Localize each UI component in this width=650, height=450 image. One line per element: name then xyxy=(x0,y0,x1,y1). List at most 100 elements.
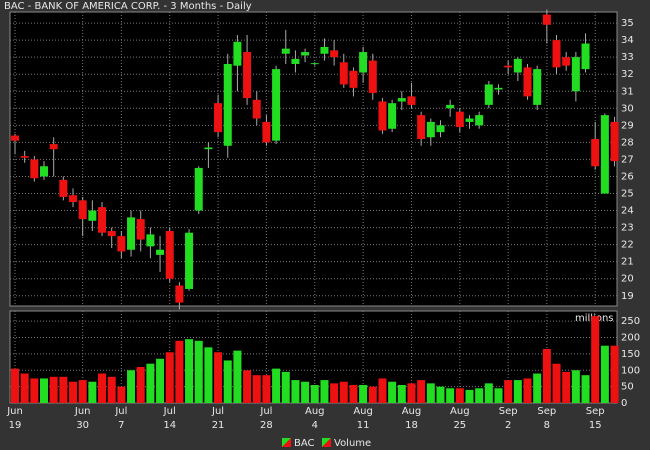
volume-bar xyxy=(59,376,68,403)
volume-bar xyxy=(397,384,406,403)
candle-body xyxy=(523,67,532,97)
volume-bar xyxy=(330,383,339,403)
candle-body xyxy=(600,115,609,194)
volume-bar xyxy=(494,388,503,403)
candle-body xyxy=(484,84,493,105)
candle-body xyxy=(40,166,49,177)
volume-bar xyxy=(233,350,242,403)
candle-body xyxy=(378,101,387,131)
y-tick-label: 29 xyxy=(621,120,634,131)
y-tick-label: 27 xyxy=(621,154,634,165)
candle-body xyxy=(204,147,213,150)
candle-body xyxy=(30,159,39,179)
y-tick-label: 28 xyxy=(621,137,634,148)
x-tick-label: 25 xyxy=(453,420,466,431)
candle-body xyxy=(107,231,116,237)
candle-body xyxy=(49,144,58,150)
candle-body xyxy=(330,50,339,58)
volume-bar xyxy=(562,371,571,403)
volume-bar xyxy=(156,358,165,403)
volume-bar xyxy=(523,378,532,403)
candle-body xyxy=(504,65,513,68)
volume-bar xyxy=(359,384,368,403)
legend-label: BAC xyxy=(294,438,315,449)
candle-body xyxy=(368,60,377,93)
x-tick-label: Aug xyxy=(450,406,470,417)
volume-bar xyxy=(407,383,416,403)
volume-bar xyxy=(175,340,184,403)
volume-bar xyxy=(484,383,493,403)
y-tick-label: 21 xyxy=(621,257,634,268)
volume-bar xyxy=(436,386,445,403)
candle-body xyxy=(117,236,126,252)
x-tick-label: Jul xyxy=(211,406,224,417)
volume-bar xyxy=(378,378,387,403)
y2-tick-label: 0 xyxy=(621,398,627,409)
volume-bar xyxy=(11,368,19,403)
candle-body xyxy=(262,121,271,143)
candle-body xyxy=(223,63,232,146)
volume-bar xyxy=(339,381,348,403)
candle-body xyxy=(98,207,107,233)
candle-body xyxy=(281,48,290,54)
volume-bar xyxy=(571,370,580,403)
volume-bar xyxy=(455,388,464,403)
candle-body xyxy=(426,121,435,138)
candle-body xyxy=(156,249,165,255)
y-tick-label: 32 xyxy=(621,69,634,80)
volume-bar xyxy=(533,373,542,403)
candle-body xyxy=(69,195,78,203)
y-tick-label: 22 xyxy=(621,240,634,251)
candle-body xyxy=(291,58,300,64)
candle-body xyxy=(252,99,261,119)
candle-body xyxy=(136,219,145,240)
y2-tick-label: 200 xyxy=(621,333,640,344)
volume-bar xyxy=(552,363,561,403)
candle-body xyxy=(349,70,358,88)
y-tick-label: 26 xyxy=(621,171,634,182)
candle-body xyxy=(436,125,445,133)
legend-swatch xyxy=(282,438,291,447)
y-tick-label: 31 xyxy=(621,86,634,97)
candle-body xyxy=(214,103,223,133)
x-tick-label: Jul xyxy=(163,406,176,417)
y-tick-label: 19 xyxy=(621,291,634,302)
candle-body xyxy=(243,52,252,99)
candle-body xyxy=(233,41,242,66)
volume-bar xyxy=(417,380,426,403)
candle-body xyxy=(591,138,600,167)
x-tick-label: Jul xyxy=(259,406,272,417)
volume-bar xyxy=(262,375,271,403)
legend-swatch xyxy=(322,438,331,447)
volume-bar xyxy=(223,360,232,403)
x-tick-label: 2 xyxy=(505,420,511,431)
candle-body xyxy=(475,115,484,126)
volume-bar xyxy=(40,378,49,403)
volume-bar xyxy=(214,352,223,403)
candle-body xyxy=(301,52,310,56)
y2-tick-label: 50 xyxy=(621,382,634,393)
candle-body xyxy=(417,115,426,139)
y-tick-label: 25 xyxy=(621,189,634,200)
x-tick-label: 4 xyxy=(312,420,318,431)
volume-bar xyxy=(30,378,39,403)
volume-bar xyxy=(98,373,107,403)
candle-body xyxy=(359,52,368,73)
candle-body xyxy=(272,69,281,141)
x-tick-label: 18 xyxy=(405,420,418,431)
volume-bar xyxy=(542,348,551,403)
volume-bar xyxy=(252,375,261,403)
candle-body xyxy=(59,179,68,197)
candle-body xyxy=(146,234,155,247)
volume-bar xyxy=(591,316,600,403)
y-tick-label: 30 xyxy=(621,103,634,114)
candle-body xyxy=(542,14,551,25)
candle-body xyxy=(552,40,561,68)
candle-body xyxy=(175,285,184,303)
candle-body xyxy=(494,87,503,90)
volume-bar xyxy=(368,386,377,403)
candle-body xyxy=(455,111,464,128)
x-tick-label: Jul xyxy=(114,406,127,417)
volume-bar xyxy=(117,386,126,403)
